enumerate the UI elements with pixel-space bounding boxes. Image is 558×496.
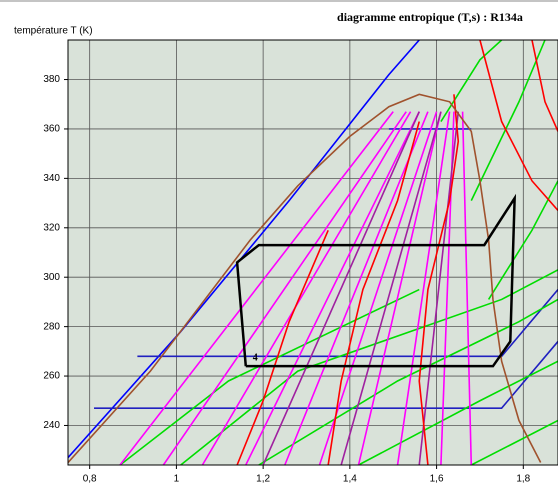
plot-area [68,40,558,465]
curve [531,40,558,132]
curve [235,193,517,368]
curve [340,111,442,465]
curve [358,360,558,465]
y-axis-label: température T (K) [14,26,93,37]
y-tick-label: 280 [43,321,60,332]
curves [68,40,558,465]
y-tick-label: 240 [43,420,60,431]
curve [119,111,394,465]
curve [68,93,542,464]
curve [396,111,451,465]
y-tick-label: 380 [43,74,60,85]
labels: 0,8 1 1,2 1,4 1,6 1,8 240 260 280 300 320 340 360 380… [43,74,530,484]
curve [258,298,558,465]
x-tick-label: 1,2 [256,474,270,485]
curve [68,40,420,459]
y-tick-label: 260 [43,371,60,382]
curve [470,419,558,465]
x-tick-label: 0,8 [83,474,97,485]
x-tick-label: 1 [174,474,180,485]
curve [357,111,442,465]
curve [487,180,558,300]
curve [418,111,460,465]
curve [245,111,420,465]
annotation: 4 [253,352,258,363]
curve [262,111,420,465]
curve [284,111,429,465]
x-tick-label: 1,4 [343,474,357,485]
curve [162,111,407,465]
y-tick-label: 300 [43,272,60,283]
curve [327,121,421,465]
y-tick-label: 320 [43,222,60,233]
curve [318,111,438,465]
curve [201,111,412,465]
curve [479,40,558,212]
plot-frame [67,39,558,466]
y-tick-label: 340 [43,173,60,184]
curve [94,340,558,409]
x-tick-label: 1,6 [430,474,444,485]
y-tick-label: 360 [43,124,60,135]
curve [180,269,558,465]
x-tick-label: 1,8 [516,474,530,485]
chart-title: diagramme entropique (T,s) : R134a [337,10,523,24]
curve [461,111,473,465]
curve [236,229,329,465]
